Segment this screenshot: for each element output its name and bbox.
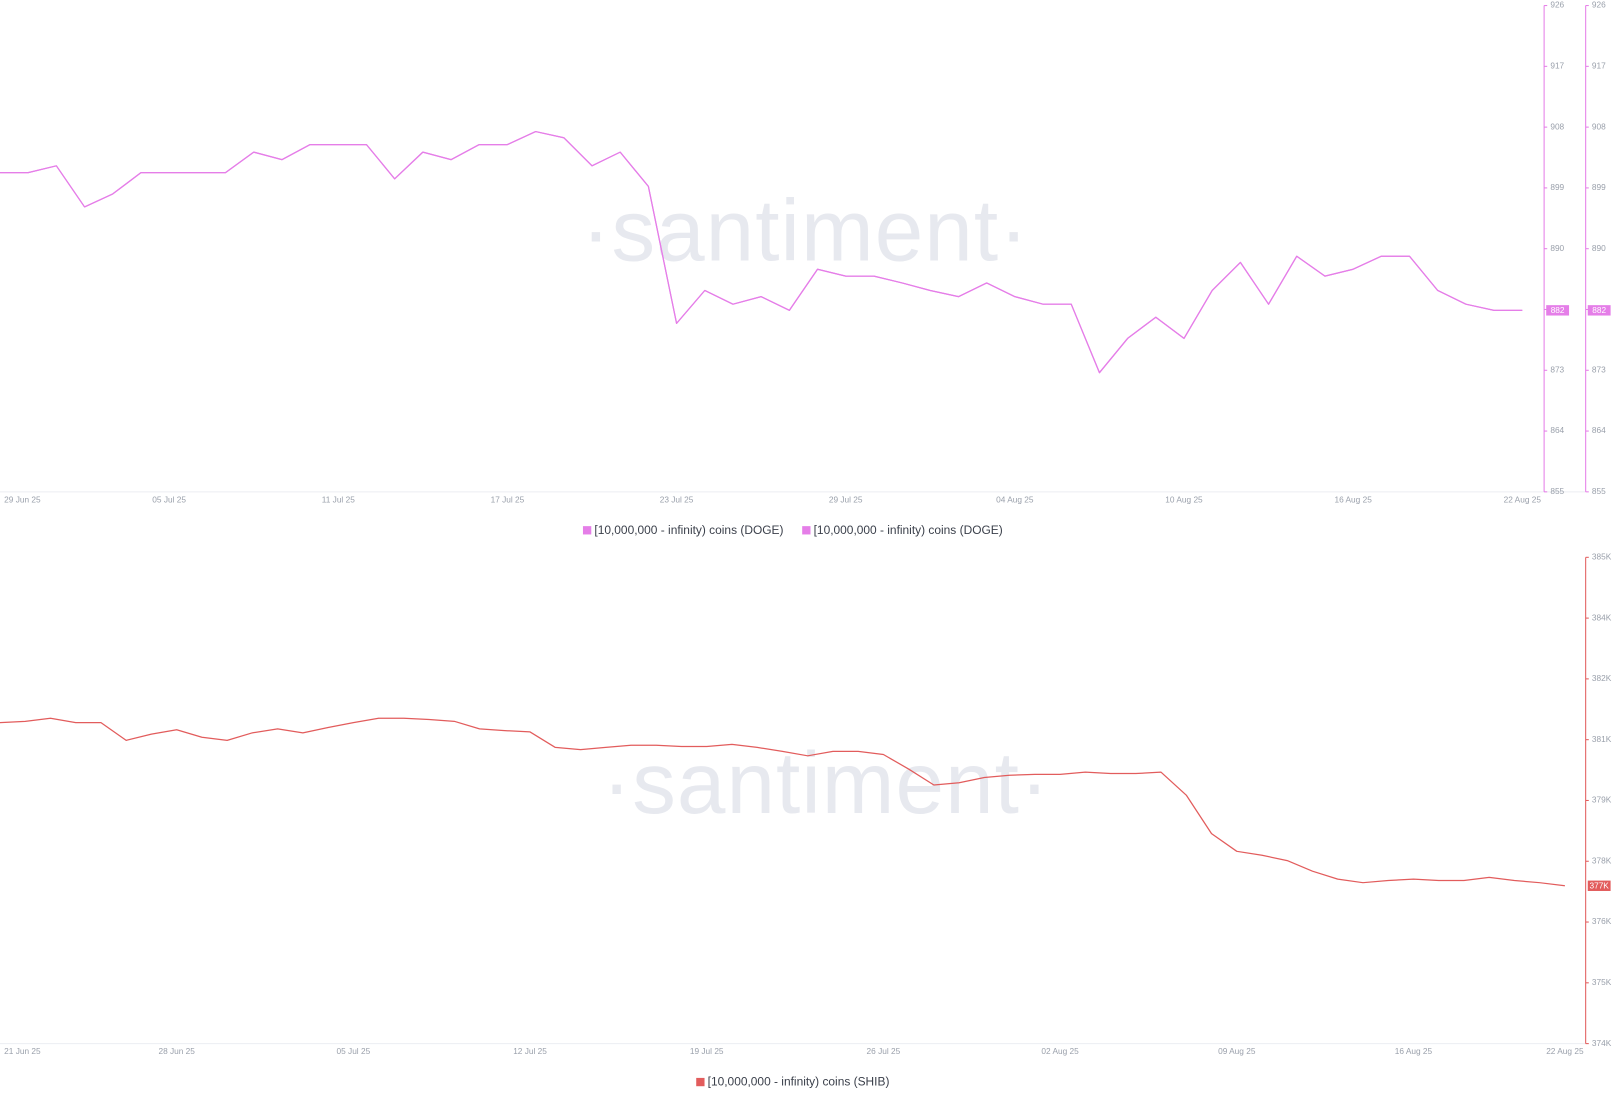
series-line [0,717,1565,887]
x-tick-label: 16 Aug 25 [1395,1046,1433,1056]
y-tick-label: 382K [1592,673,1612,683]
y-tick-label: 374K [1592,1038,1612,1048]
y-tick-label: 855 [1592,486,1606,496]
y-tick-label: 375K [1592,977,1612,987]
y-tick-label: 378K [1592,855,1612,865]
x-tick-label: 16 Aug 25 [1334,494,1372,504]
legend-swatch [696,1077,705,1087]
y-tick-label: 926 [1592,0,1606,10]
y-tick-label: 855 [1550,486,1564,496]
x-tick-label: 11 Jul 25 [322,494,355,504]
value-label: 882 [1592,305,1606,315]
x-tick-label: 22 Aug 25 [1504,494,1542,504]
legend-swatch [802,526,811,535]
y-tick-label: 908 [1550,121,1564,131]
value-label: 377K [1589,880,1609,890]
y-tick-label: 385K [1592,552,1612,562]
y-tick-label: 376K [1592,916,1612,926]
x-tick-label: 19 Jul 25 [690,1046,724,1056]
y-tick-label: 864 [1550,425,1564,435]
y-tick-label: 379K [1592,795,1612,805]
legend-label: [10,000,000 - infinity) coins (DOGE) [594,523,783,537]
y-tick-label: 926 [1550,0,1564,10]
legend-swatch [582,526,592,535]
y-tick-label: 890 [1592,243,1606,253]
series-line [0,130,1523,374]
y-tick-label: 899 [1550,182,1564,192]
x-tick-label: 09 Aug 25 [1218,1046,1256,1056]
y-tick-label: 864 [1592,425,1606,435]
x-tick-label: 10 Aug 25 [1165,494,1203,504]
y-tick-label: 384K [1592,612,1612,622]
y-tick-label: 917 [1592,61,1606,71]
value-badge [1587,880,1611,891]
y-tick-label: 890 [1550,243,1564,253]
y-tick-label: 873 [1550,364,1564,374]
y-tick-label: 873 [1592,364,1606,374]
x-tick-label: 22 Aug 25 [1546,1046,1584,1056]
x-tick-label: 12 Jul 25 [513,1046,547,1056]
value-badge [1546,305,1570,316]
x-tick-label: 04 Aug 25 [996,494,1034,504]
watermark: ·santiment· [581,182,1029,279]
y-tick-label: 381K [1592,734,1612,744]
x-tick-label: 02 Aug 25 [1041,1046,1079,1056]
x-tick-label: 05 Jul 25 [152,494,186,504]
y-tick-label: 908 [1592,121,1606,131]
x-tick-label: 23 Jul 25 [660,494,694,504]
x-tick-label: 17 Jul 25 [491,494,525,504]
value-badge [1587,305,1611,316]
legend-label: [10,000,000 - infinity) coins (DOGE) [814,523,1003,537]
x-tick-label: 26 Jul 25 [867,1046,901,1056]
x-tick-label: 21 Jun 25 [4,1046,41,1056]
x-tick-label: 29 Jul 25 [829,494,863,504]
legend-label: [10,000,000 - infinity) coins (SHIB) [708,1075,890,1089]
x-tick-label: 28 Jun 25 [158,1046,195,1056]
y-tick-label: 899 [1592,182,1606,192]
y-tick-label: 917 [1550,61,1564,71]
value-label: 882 [1551,305,1565,315]
x-tick-label: 05 Jul 25 [337,1046,371,1056]
watermark: ·santiment· [602,735,1050,832]
x-tick-label: 29 Jun 25 [4,494,41,504]
